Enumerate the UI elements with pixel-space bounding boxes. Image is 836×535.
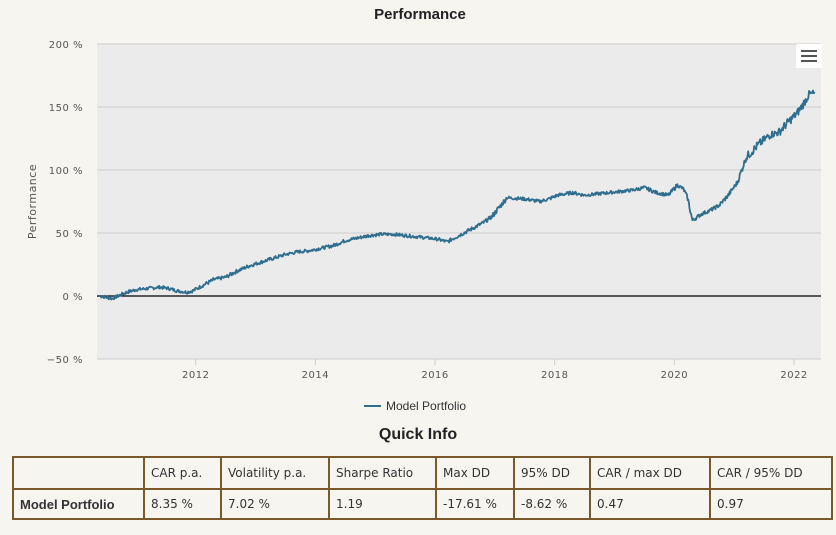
chart-svg: Performance −50 %0 %50 %100 %150 %200 % … [26, 6, 821, 413]
header-cell-max-dd: Max DD [435, 456, 515, 490]
legend[interactable]: Model Portfolio [364, 399, 466, 413]
series-line-model-portfolio [99, 89, 816, 301]
quick-info-table: CAR p.a. Volatility p.a. Sharpe Ratio Ma… [12, 456, 833, 520]
cell-car-max-dd: 0.47 [589, 488, 711, 520]
x-tick-label: 2016 [421, 370, 448, 381]
table-header-row: CAR p.a. Volatility p.a. Sharpe Ratio Ma… [12, 456, 833, 490]
cell-volatility: 7.02 % [220, 488, 330, 520]
x-axis-labels: 2012 2014 2016 2018 2020 2022 [182, 370, 807, 381]
x-tick-label: 2018 [541, 370, 568, 381]
y-axis-title: Performance [26, 164, 39, 239]
hamburger-icon-bar [801, 55, 817, 57]
y-tick-label: 50 % [56, 229, 83, 240]
x-tick-label: 2022 [780, 370, 807, 381]
cell-sharpe: 1.19 [328, 488, 437, 520]
header-cell-95-dd: 95% DD [513, 456, 591, 490]
table-row: Model Portfolio 8.35 % 7.02 % 1.19 -17.6… [12, 488, 833, 520]
grid-lines [97, 43, 821, 365]
cell-car: 8.35 % [143, 488, 222, 520]
header-cell-car-max-dd: CAR / max DD [589, 456, 711, 490]
hamburger-icon [801, 50, 817, 52]
plot-area [97, 44, 821, 359]
hamburger-icon-bar [801, 60, 817, 62]
chart-title: Performance [374, 6, 466, 23]
cell-95-dd: -8.62 % [513, 488, 591, 520]
row-label: Model Portfolio [12, 488, 145, 520]
y-axis-labels: −50 % 0 % 50 % 100 % 150 % 200 % [47, 40, 83, 366]
y-tick-label: 200 % [49, 40, 83, 51]
x-tick-label: 2012 [182, 370, 209, 381]
y-tick-label: 150 % [49, 103, 83, 114]
quick-info-title: Quick Info [378, 426, 458, 443]
cell-max-dd: -17.61 % [435, 488, 515, 520]
y-tick-label: −50 % [47, 355, 83, 366]
series-group [99, 89, 816, 301]
header-cell-sharpe: Sharpe Ratio [328, 456, 437, 490]
x-tick-label: 2020 [661, 370, 688, 381]
cell-car-95-dd: 0.97 [709, 488, 833, 520]
legend-label[interactable]: Model Portfolio [386, 399, 466, 413]
x-tick-label: 2014 [302, 370, 329, 381]
header-cell-car-95-dd: CAR / 95% DD [709, 456, 833, 490]
y-tick-label: 100 % [49, 166, 83, 177]
header-cell-car: CAR p.a. [143, 456, 222, 490]
header-cell-volatility: Volatility p.a. [220, 456, 330, 490]
y-tick-label: 0 % [62, 292, 83, 303]
header-cell-empty [12, 456, 145, 490]
performance-chart: Performance −50 % 0 % 50 % 100 % 150 % 200 % … [26, 6, 822, 413]
chart-menu-button[interactable] [796, 44, 822, 68]
